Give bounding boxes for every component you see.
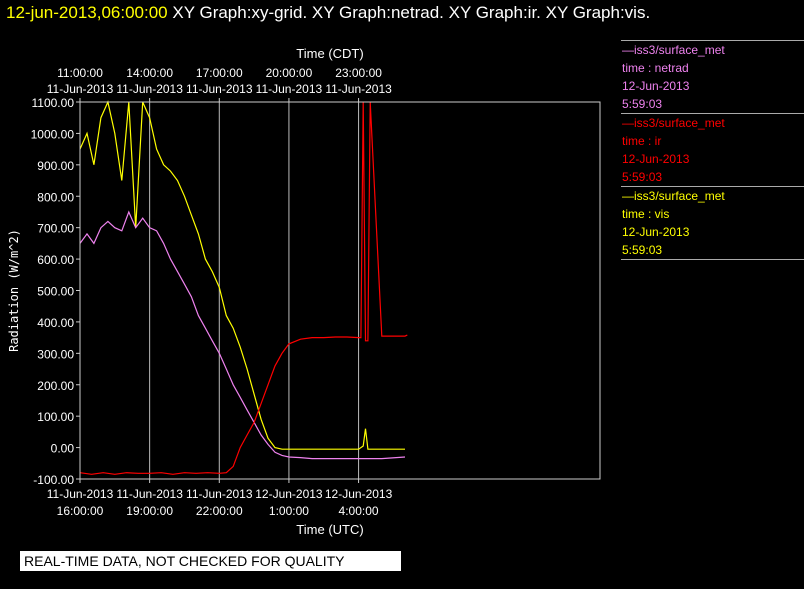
- legend-separator: [621, 186, 804, 187]
- top-tick-time: 11:00:00: [57, 66, 103, 80]
- bottom-axis-label: Time (UTC): [296, 522, 363, 537]
- top-tick-date: 11-Jun-2013: [256, 82, 323, 96]
- bottom-tick-time: 1:00:00: [269, 504, 309, 518]
- bottom-tick-time: 4:00:00: [339, 504, 379, 518]
- legend-entry-line1: —iss3/surface_met: [622, 43, 725, 57]
- y-tick-label: 500.00: [37, 285, 74, 299]
- legend-panel: —iss3/surface_met time : netrad 12-Jun-201…: [621, 40, 804, 260]
- legend-entry-line2: time : vis: [622, 207, 670, 221]
- top-tick-date: 11-Jun-2013: [47, 82, 114, 96]
- bottom-tick-date: 11-Jun-2013: [186, 487, 253, 501]
- legend-entry-line2: time : netrad: [622, 61, 689, 75]
- y-tick-label: 600.00: [37, 253, 74, 267]
- bottom-tick-time: 16:00:00: [57, 504, 104, 518]
- y-tick-label: 1000.00: [31, 127, 75, 141]
- top-tick-date: 11-Jun-2013: [325, 82, 392, 96]
- bottom-tick-date: 12-Jun-2013: [255, 487, 323, 501]
- bottom-tick-date: 12-Jun-2013: [325, 487, 393, 501]
- top-tick-time: 14:00:00: [126, 66, 173, 80]
- legend-entry-line4: 5:59:03: [622, 170, 663, 184]
- top-tick-date: 11-Jun-2013: [116, 82, 183, 96]
- top-tick-date: 11-Jun-2013: [186, 82, 253, 96]
- quality-notice: REAL-TIME DATA, NOT CHECKED FOR QUALITY: [20, 551, 401, 571]
- legend-entry-line3: 12-Jun-2013: [622, 152, 690, 166]
- series-line-ir: [79, 101, 408, 475]
- legend-separator: [621, 259, 804, 260]
- y-tick-label: 1100.00: [32, 96, 75, 110]
- series-line-netrad: [79, 210, 406, 460]
- top-tick-time: 23:00:00: [335, 66, 382, 80]
- legend-entry-line1: —iss3/surface_met: [622, 189, 725, 203]
- legend-entry-line2: time : ir: [622, 134, 662, 148]
- legend-entry-line3: 12-Jun-2013: [622, 225, 690, 239]
- y-tick-label: 700.00: [37, 222, 74, 236]
- header-timestamp: 12-jun-2013,06:00:00: [6, 3, 168, 22]
- bottom-tick-time: 22:00:00: [196, 504, 243, 518]
- bottom-tick-date: 11-Jun-2013: [47, 487, 114, 501]
- top-axis-label: Time (CDT): [296, 46, 363, 61]
- axes: 1100.00 1000.00 900.00 800.00 700.00 600.00 50…: [7, 46, 393, 537]
- y-tick-label: 200.00: [37, 379, 74, 393]
- y-tick-label: 0.00: [51, 442, 75, 456]
- header-bar: 12-jun-2013,06:00:00 XY Graph:xy-grid. X…: [6, 2, 650, 24]
- y-tick-label: -100.00: [33, 473, 74, 487]
- y-tick-label: 400.00: [37, 316, 74, 330]
- y-tick-label: 800.00: [37, 190, 74, 204]
- legend-entry-line1: —iss3/surface_met: [622, 116, 725, 130]
- series-lines: [79, 100, 408, 475]
- bottom-tick-time: 19:00:00: [126, 504, 173, 518]
- legend-entry-line4: 5:59:03: [622, 243, 663, 257]
- y-tick-label: 100.00: [37, 410, 74, 424]
- y-axis-label: Radiation (W/m^2): [7, 229, 21, 352]
- y-tick-label: 900.00: [37, 159, 74, 173]
- series-line-vis: [79, 100, 405, 450]
- y-tick-label: 300.00: [37, 347, 74, 361]
- legend-separator: [621, 40, 804, 41]
- legend-entry-line3: 12-Jun-2013: [622, 79, 690, 93]
- top-tick-time: 20:00:00: [266, 66, 313, 80]
- top-tick-time: 17:00:00: [196, 66, 243, 80]
- legend-entry-line4: 5:59:03: [622, 97, 663, 111]
- bottom-tick-date: 11-Jun-2013: [116, 487, 183, 501]
- legend-separator: [621, 113, 804, 114]
- header-graph-titles: XY Graph:xy-grid. XY Graph:netrad. XY Gr…: [172, 3, 651, 22]
- grid-lines: [149, 102, 360, 479]
- plot-frame: [79, 101, 601, 480]
